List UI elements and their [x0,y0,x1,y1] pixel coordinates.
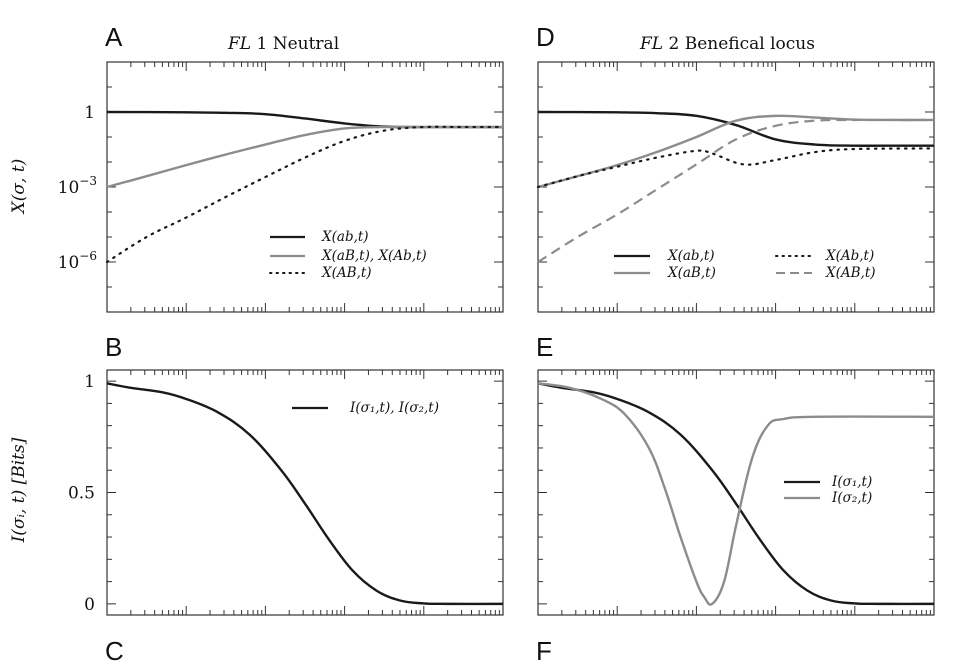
legend-a: X(ab,t) X(aB,t), X(Ab,t) X(AB,t) [269,229,427,281]
legend-d-label-3: X(Ab,t) [825,248,874,264]
panel-a-title-suffix: 1 Neutral [251,34,339,54]
legend-a-label-2: X(aB,t), X(Ab,t) [321,248,427,264]
y-tick-label: 0 [84,595,95,615]
panel-letter-b: B [105,332,122,362]
legend-a-label-3: X(AB,t) [321,265,372,281]
panel-letter-a: A [105,22,123,52]
panel-d-title-prefix: FL [639,34,663,54]
series-line-e-0 [537,382,935,606]
legend-d-label-1: X(ab,t) [667,248,715,264]
series-line-b-0 [106,382,504,606]
panel-d [536,61,936,313]
series-line-a-0 [106,110,503,129]
panel-letter-c: C [105,636,124,665]
series-line-d-0 [537,110,934,147]
panel-letter-e: E [536,332,553,362]
series-line-d-2 [536,147,936,189]
panel-a-title: FL 1 Neutral [227,34,339,54]
plot-frame-e [537,369,935,616]
panel-d-title-suffix: 2 Benefical locus [663,34,815,54]
legend-e: I(σ₁,t) I(σ₂,t) [784,474,872,506]
series-line-d-1 [537,114,935,189]
plot-frame-a [106,61,504,313]
y-tick-label: 10−3 [58,174,97,198]
panel-a-title-prefix: FL [227,34,251,54]
legend-d: X(ab,t) X(aB,t) X(Ab,t) X(AB,t) [614,248,876,281]
plot-frame-b [106,369,504,616]
series-line-e-1 [537,382,935,606]
y-axis-label-bottom: I(σᵢ, t) [Bits] [9,437,29,543]
y-tick-label: 0.5 [68,484,95,504]
legend-d-label-2: X(aB,t) [667,265,716,281]
legend-b: I(σ₁,t), I(σ₂,t) [292,400,439,416]
legend-e-label-2: I(σ₂,t) [831,490,872,506]
legend-e-label-1: I(σ₁,t) [831,474,872,490]
legend-a-label-1: X(ab,t) [321,229,369,245]
panel-d-title: FL 2 Benefical locus [639,34,815,54]
series-line-d-3 [537,118,934,263]
series-line-a-2 [105,125,505,264]
panel-a: 1 10−3 10−6 [58,61,505,313]
legend-b-label: I(σ₁,t), I(σ₂,t) [349,400,439,416]
y-tick-label: 1 [84,372,95,392]
panel-e [537,369,935,616]
panel-letter-d: D [536,22,555,52]
y-axis-label-top: X(σ, t) [9,159,29,216]
legend-d-label-4: X(AB,t) [825,265,876,281]
y-tick-label: 1 [84,103,95,123]
panel-letter-f: F [536,636,552,665]
y-tick-label: 10−6 [58,249,97,273]
panel-b: 10.50 [68,369,504,616]
